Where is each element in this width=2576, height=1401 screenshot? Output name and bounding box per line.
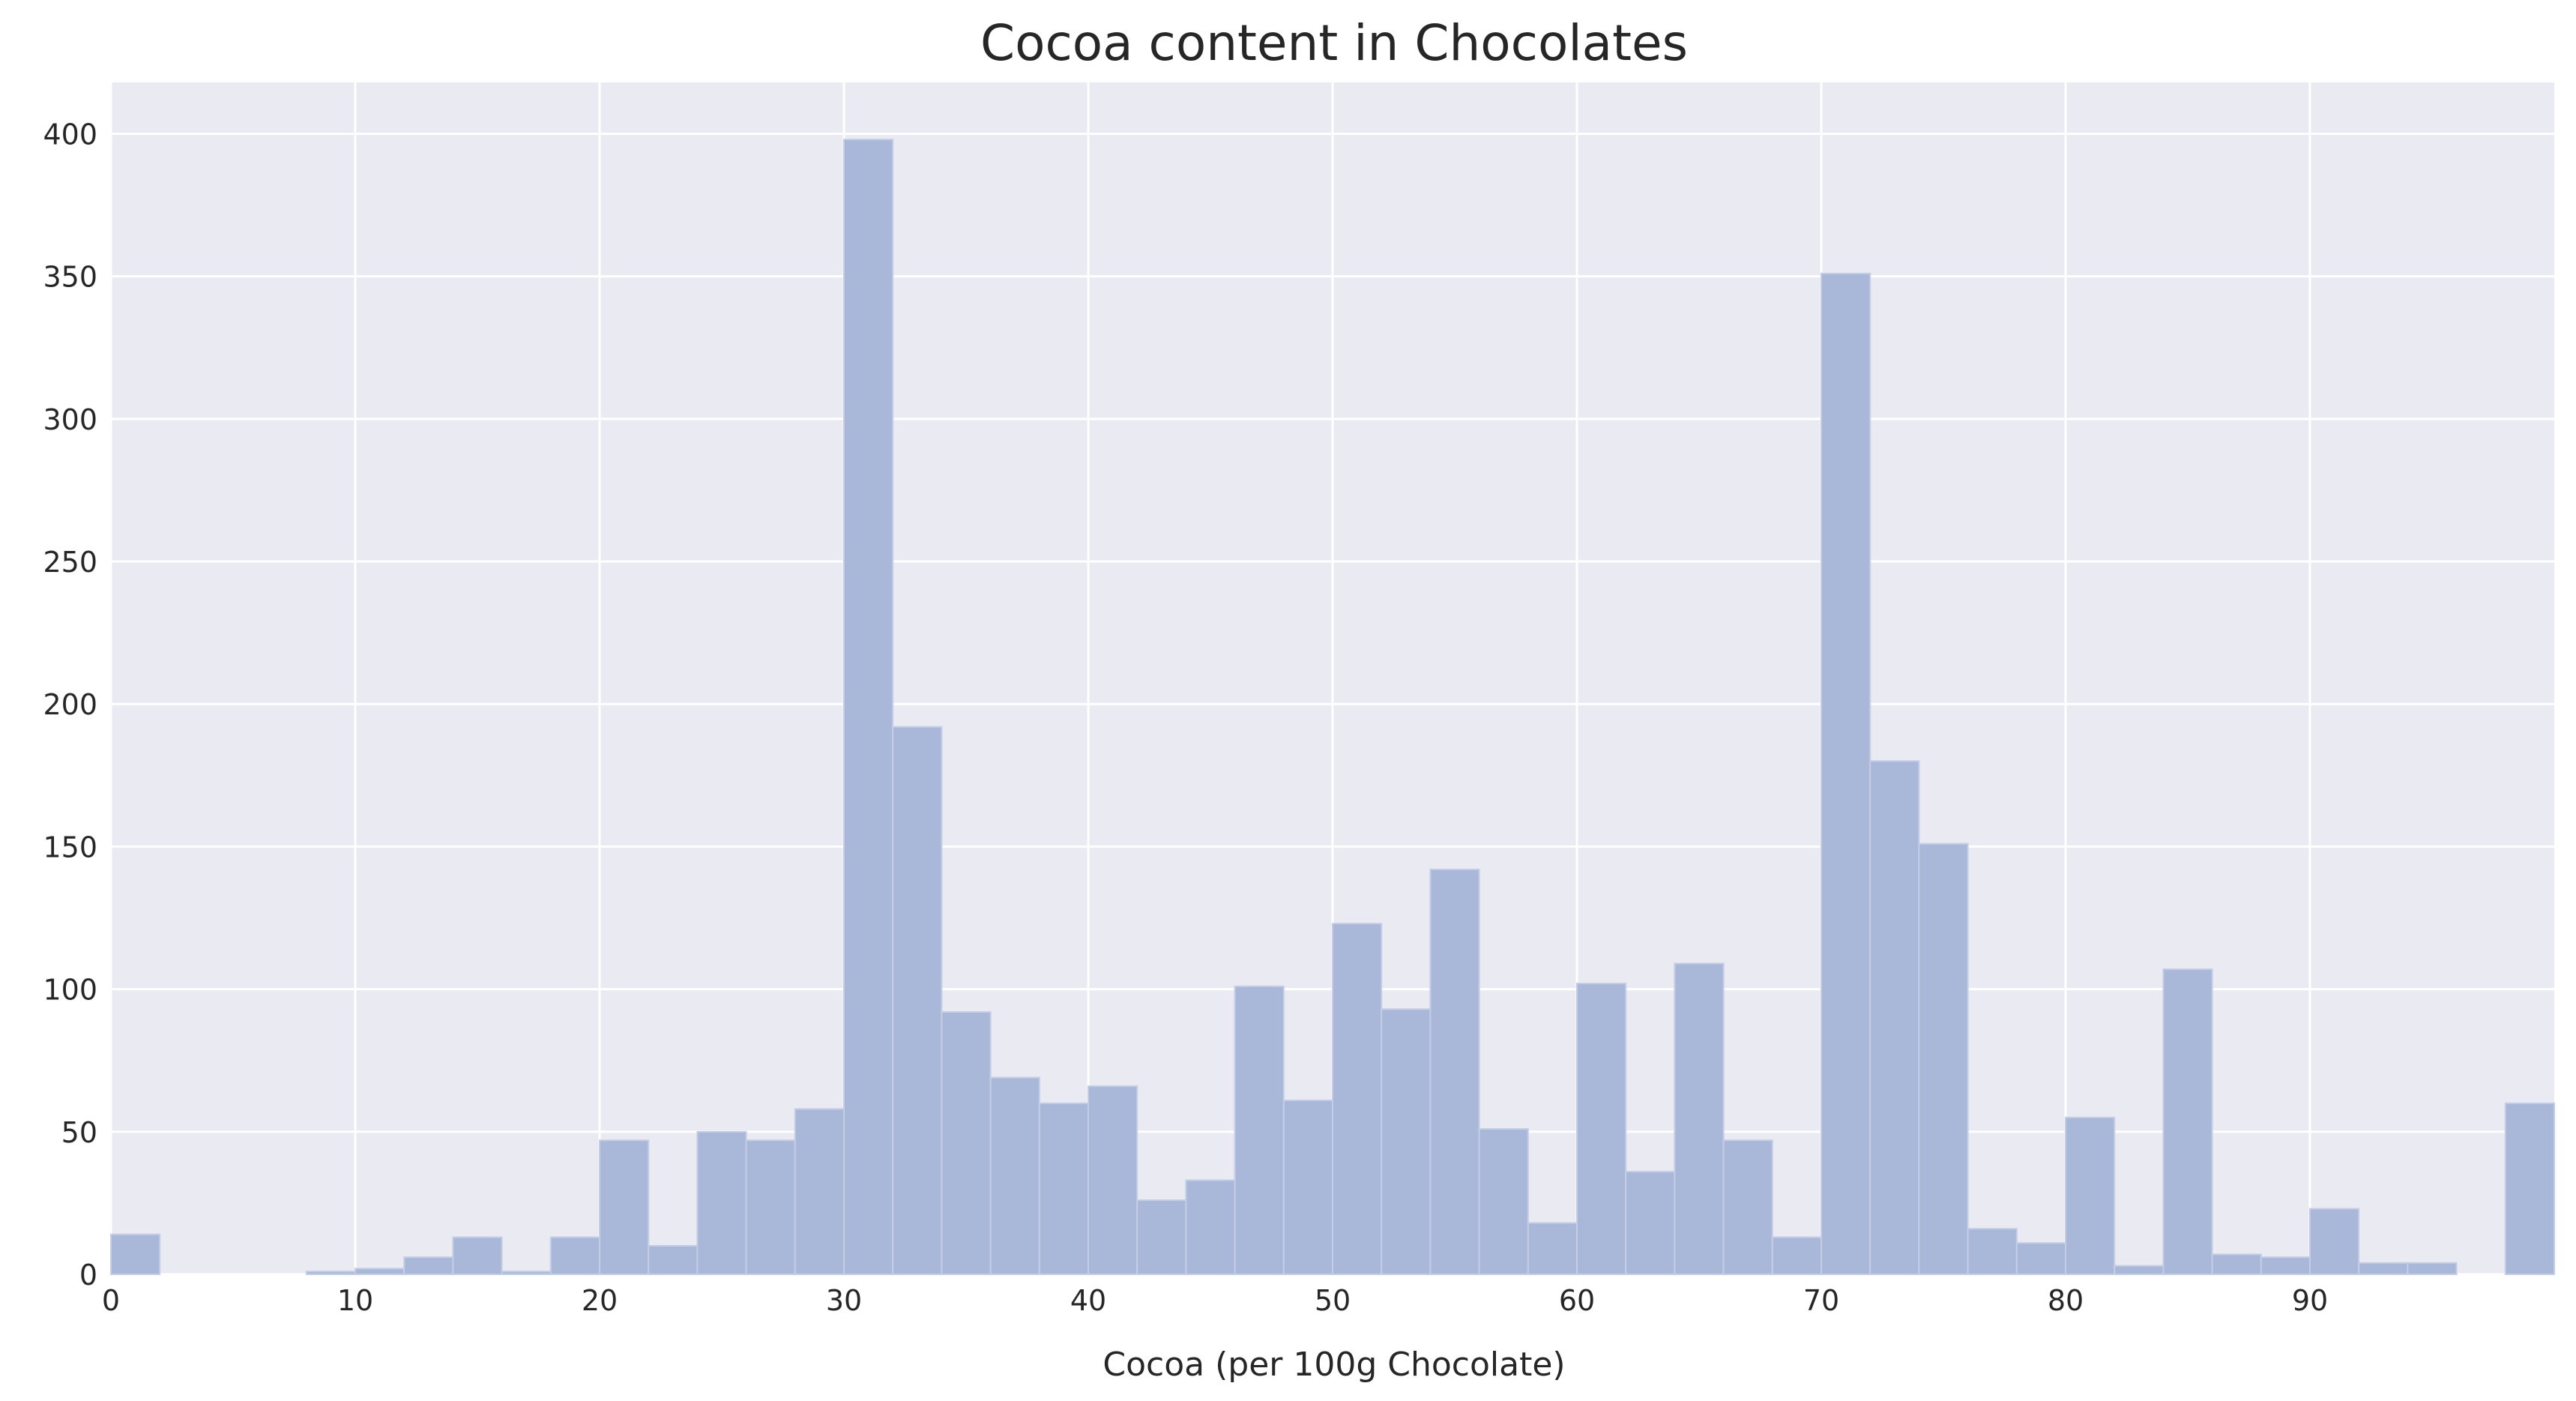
bar-36-38 bbox=[989, 1076, 1040, 1275]
chart-title: Cocoa content in Chocolates bbox=[980, 14, 1688, 72]
bar-58-60 bbox=[1527, 1222, 1578, 1276]
x-tick-label-70: 70 bbox=[1803, 1284, 1839, 1317]
bar-78-80 bbox=[2015, 1242, 2067, 1275]
bar-62-64 bbox=[1625, 1171, 1676, 1276]
bar-70-72 bbox=[1821, 272, 1871, 1275]
bar-22-24 bbox=[648, 1244, 699, 1275]
bars bbox=[110, 139, 2556, 1276]
y-tick-label-100: 100 bbox=[43, 974, 97, 1007]
bar-46-48 bbox=[1234, 985, 1285, 1275]
y-tick-labels: 0 50 100 150 200 250 300 350 400 bbox=[43, 118, 97, 1292]
bar-72-74 bbox=[1869, 760, 1920, 1275]
bar-76-78 bbox=[1967, 1228, 2018, 1276]
bar-94-96 bbox=[2407, 1262, 2458, 1275]
x-tick-label-40: 40 bbox=[1070, 1284, 1106, 1317]
y-tick-label-200: 200 bbox=[43, 688, 97, 721]
bar-50-52 bbox=[1332, 923, 1383, 1275]
y-tick-label-50: 50 bbox=[61, 1116, 97, 1149]
bar-88-90 bbox=[2260, 1256, 2311, 1275]
bar-10-12 bbox=[355, 1268, 405, 1275]
bar-80-82 bbox=[2065, 1116, 2116, 1275]
bar-34-36 bbox=[941, 1011, 992, 1275]
x-axis-label: Cocoa (per 100g Chocolate) bbox=[1103, 1346, 1565, 1384]
x-tick-labels: 0 10 20 30 40 50 60 70 80 90 bbox=[102, 1284, 2328, 1317]
x-tick-label-0: 0 bbox=[102, 1284, 120, 1317]
bar-32-34 bbox=[892, 726, 943, 1275]
bar-56-58 bbox=[1478, 1128, 1529, 1275]
bar-98-100 bbox=[2504, 1102, 2556, 1276]
bar-14-16 bbox=[452, 1236, 503, 1276]
y-tick-label-150: 150 bbox=[43, 831, 97, 864]
bar-18-20 bbox=[549, 1236, 600, 1276]
y-tick-label-400: 400 bbox=[43, 118, 97, 151]
bar-0-2 bbox=[110, 1233, 161, 1276]
x-tick-label-50: 50 bbox=[1315, 1284, 1351, 1317]
bar-84-86 bbox=[2162, 968, 2213, 1276]
bar-64-66 bbox=[1674, 962, 1725, 1276]
bar-48-50 bbox=[1282, 1099, 1334, 1276]
bar-68-70 bbox=[1771, 1236, 1823, 1276]
bar-74-76 bbox=[1918, 843, 1969, 1276]
x-tick-label-30: 30 bbox=[826, 1284, 862, 1317]
x-tick-label-90: 90 bbox=[2292, 1284, 2328, 1317]
bar-90-92 bbox=[2309, 1208, 2360, 1275]
bar-8-10 bbox=[305, 1271, 356, 1275]
bar-60-62 bbox=[1576, 983, 1627, 1275]
bar-92-94 bbox=[2358, 1262, 2409, 1275]
bar-24-26 bbox=[696, 1130, 747, 1275]
bar-30-32 bbox=[843, 139, 894, 1276]
bar-20-22 bbox=[599, 1139, 650, 1275]
bar-82-84 bbox=[2114, 1265, 2165, 1275]
bar-16-18 bbox=[501, 1271, 552, 1275]
bar-28-30 bbox=[794, 1108, 845, 1275]
y-tick-label-300: 300 bbox=[43, 403, 97, 436]
bar-44-46 bbox=[1185, 1179, 1236, 1275]
bar-86-88 bbox=[2211, 1253, 2262, 1275]
x-tick-label-80: 80 bbox=[2048, 1284, 2084, 1317]
bar-54-56 bbox=[1429, 868, 1480, 1275]
x-tick-label-20: 20 bbox=[582, 1284, 618, 1317]
y-tick-label-250: 250 bbox=[43, 546, 97, 579]
y-tick-label-350: 350 bbox=[43, 261, 97, 294]
bar-26-28 bbox=[745, 1139, 796, 1275]
x-tick-label-10: 10 bbox=[337, 1284, 373, 1317]
bar-40-42 bbox=[1088, 1085, 1138, 1276]
bar-38-40 bbox=[1038, 1102, 1090, 1276]
y-tick-label-0: 0 bbox=[79, 1259, 97, 1292]
x-tick-label-60: 60 bbox=[1559, 1284, 1595, 1317]
bar-42-44 bbox=[1136, 1199, 1187, 1275]
bar-52-54 bbox=[1381, 1008, 1432, 1275]
bar-12-14 bbox=[403, 1256, 454, 1275]
bar-66-68 bbox=[1722, 1139, 1773, 1275]
